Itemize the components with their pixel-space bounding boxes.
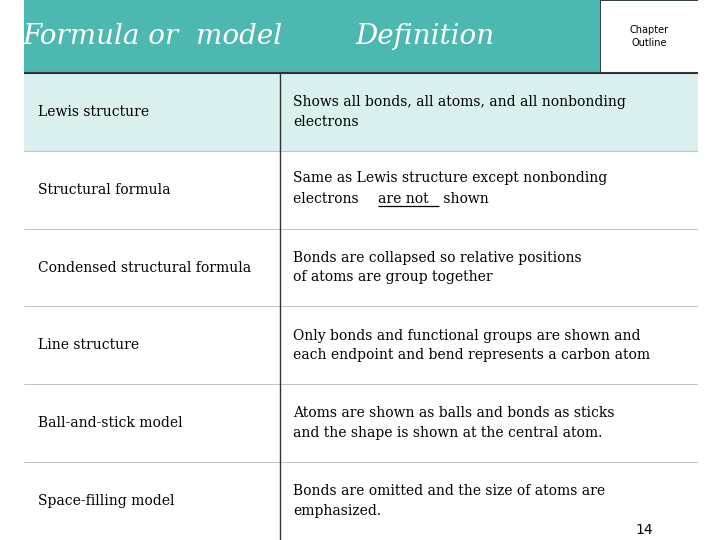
FancyBboxPatch shape	[24, 0, 698, 73]
Text: Shows all bonds, all atoms, and all nonbonding
electrons: Shows all bonds, all atoms, and all nonb…	[294, 95, 626, 129]
Text: Definition: Definition	[355, 23, 495, 50]
Text: Bonds are collapsed so relative positions
of atoms are group together: Bonds are collapsed so relative position…	[294, 251, 582, 284]
FancyBboxPatch shape	[24, 73, 698, 151]
Text: are not: are not	[378, 192, 428, 206]
Text: Bonds are omitted and the size of atoms are
emphasized.: Bonds are omitted and the size of atoms …	[294, 484, 606, 518]
Text: Atoms are shown as balls and bonds as sticks
and the shape is shown at the centr: Atoms are shown as balls and bonds as st…	[294, 407, 615, 440]
Text: 14: 14	[635, 523, 652, 537]
FancyBboxPatch shape	[24, 384, 698, 462]
FancyBboxPatch shape	[600, 0, 698, 73]
Text: electrons: electrons	[294, 192, 364, 206]
Text: Formula or  model: Formula or model	[22, 23, 282, 50]
FancyBboxPatch shape	[24, 151, 698, 228]
FancyBboxPatch shape	[24, 228, 698, 306]
Text: Chapter
Outline: Chapter Outline	[629, 25, 669, 48]
Text: shown: shown	[439, 192, 489, 206]
Text: Only bonds and functional groups are shown and
each endpoint and bend represents: Only bonds and functional groups are sho…	[294, 329, 651, 362]
Text: Line structure: Line structure	[37, 339, 139, 353]
Text: Same as Lewis structure except nonbonding: Same as Lewis structure except nonbondin…	[294, 171, 608, 185]
Text: Lewis structure: Lewis structure	[37, 105, 148, 119]
Text: Space-filling model: Space-filling model	[37, 494, 174, 508]
FancyBboxPatch shape	[24, 462, 698, 540]
Text: Condensed structural formula: Condensed structural formula	[37, 260, 251, 274]
FancyBboxPatch shape	[24, 306, 698, 384]
Text: Structural formula: Structural formula	[37, 183, 170, 197]
Text: Ball-and-stick model: Ball-and-stick model	[37, 416, 182, 430]
